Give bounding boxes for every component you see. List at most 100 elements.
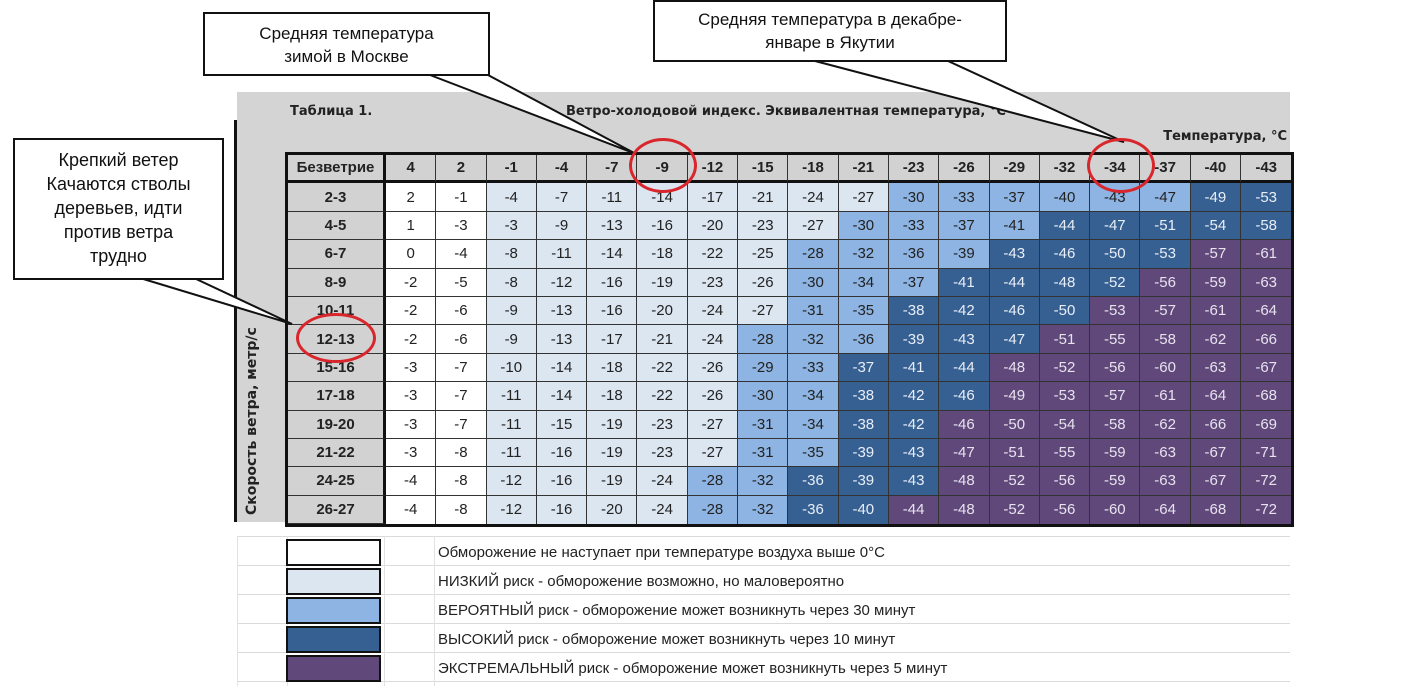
heatmap-cell: -66	[1190, 410, 1242, 439]
heatmap-cell: -36	[888, 240, 940, 269]
heatmap-cell: -16	[536, 495, 588, 525]
heatmap-cell: -28	[687, 467, 739, 496]
heatmap-cell: -4	[486, 183, 537, 212]
heatmap-cell: -32	[838, 240, 889, 269]
heatmap-cell: -64	[1140, 495, 1191, 525]
heatmap-cell: -51	[1140, 211, 1191, 241]
heatmap-cell: -34	[788, 382, 839, 411]
heatmap-cell: -66	[1241, 325, 1292, 354]
heatmap-cell: -3	[486, 211, 537, 241]
heatmap-cell: -46	[1039, 240, 1091, 269]
heatmap-cell: -6	[436, 296, 487, 326]
heatmap-cell: -49	[989, 382, 1040, 411]
heatmap-cell: -67	[1190, 467, 1242, 496]
temperature-header: -40	[1190, 155, 1242, 184]
heatmap-cell: -44	[989, 268, 1040, 297]
legend-gridline	[237, 536, 238, 686]
heatmap-cell: -36	[838, 325, 889, 354]
heatmap-cell: -72	[1241, 495, 1292, 525]
legend-gridline	[237, 594, 1290, 595]
heatmap-cell: -22	[687, 240, 739, 269]
temperature-header: -26	[939, 155, 990, 184]
heatmap-cell: -40	[1039, 183, 1091, 212]
heatmap-cell: -21	[637, 325, 688, 354]
heatmap-cell: -44	[888, 495, 940, 525]
legend-swatch	[286, 597, 381, 624]
callout-yakutia-line2: январе в Якутии	[765, 33, 895, 52]
heatmap-cell: -17	[587, 325, 638, 354]
callout-wind-line3: деревьев, идти	[54, 198, 183, 218]
heatmap-cell: -30	[738, 382, 789, 411]
heatmap-cell: -11	[486, 382, 537, 411]
heatmap-cell: -55	[1090, 325, 1141, 354]
heatmap-cell: -49	[1190, 183, 1242, 212]
heatmap-cell: -11	[486, 410, 537, 439]
heatmap-cell: -7	[436, 353, 487, 383]
heatmap-cell: -40	[838, 495, 889, 525]
heatmap-cell: -43	[939, 325, 990, 354]
heatmap-cell: -3	[386, 410, 437, 439]
heatmap-cell: -46	[989, 296, 1040, 326]
highlight-circle-wind	[296, 313, 376, 363]
heatmap-cell: -48	[939, 495, 990, 525]
heatmap-cell: -3	[386, 353, 437, 383]
wind-chill-table: Безветрие 4 2 -1 -4 -7 -9 -12 -15 -18 -21 -23 -26 -29…	[285, 152, 1295, 528]
heatmap-cell: -28	[788, 240, 839, 269]
heatmap-cell: -23	[687, 268, 739, 297]
heatmap-cell: -57	[1190, 240, 1242, 269]
heatmap-cell: -33	[888, 211, 940, 241]
heatmap-cell: -16	[637, 211, 688, 241]
heatmap-cell: -33	[939, 183, 990, 212]
wind-speed-row-label: 2-3	[288, 183, 386, 212]
heatmap-cell: -55	[1039, 438, 1091, 468]
heatmap-cell: -47	[939, 438, 990, 468]
heatmap-cell: -4	[386, 495, 437, 525]
heatmap-cell: -52	[1039, 353, 1091, 383]
heatmap-cell: -39	[838, 467, 889, 496]
heatmap-cell: -26	[687, 382, 739, 411]
wind-speed-row-label: 17-18	[288, 382, 386, 411]
heatmap-cell: -43	[888, 438, 940, 468]
callout-wind-line5: трудно	[90, 246, 147, 266]
heatmap-cell: -47	[989, 325, 1040, 354]
legend-swatch	[286, 655, 381, 682]
heatmap-cell: -30	[838, 211, 889, 241]
risk-legend: Обморожение не наступает при температуре…	[237, 536, 1290, 686]
heatmap-cell: -58	[1090, 410, 1141, 439]
heatmap-cell: -13	[536, 325, 588, 354]
heatmap-cell: -11	[486, 438, 537, 468]
heatmap-cell: -48	[939, 467, 990, 496]
heatmap-cell: -7	[536, 183, 588, 212]
callout-wind-line1: Крепкий ветер	[58, 150, 179, 170]
heatmap-cell: 0	[386, 240, 437, 269]
heatmap-cell: -63	[1140, 438, 1191, 468]
heatmap-cell: -8	[436, 467, 487, 496]
legend-label: ВЫСОКИЙ риск - обморожение может возникн…	[438, 631, 896, 648]
heatmap-cell: -63	[1241, 268, 1292, 297]
heatmap-cell: -22	[637, 382, 688, 411]
heatmap-cell: -27	[687, 438, 739, 468]
heatmap-cell: -24	[788, 183, 839, 212]
heatmap-cell: -4	[386, 467, 437, 496]
heatmap-cell: -20	[687, 211, 739, 241]
heatmap-cell: -68	[1241, 382, 1292, 411]
heatmap-cell: -12	[536, 268, 588, 297]
callout-moscow-line1: Средняя температура	[259, 24, 434, 43]
heatmap-cell: -46	[939, 382, 990, 411]
callout-strong-wind: Крепкий ветер Качаются стволы деревьев, …	[13, 138, 224, 280]
heatmap-cell: -16	[536, 467, 588, 496]
heatmap-cell: 2	[386, 183, 437, 212]
heatmap-cell: -23	[738, 211, 789, 241]
heatmap-cell: -50	[989, 410, 1040, 439]
heatmap-cell: -1	[436, 183, 487, 212]
table-number-label: Таблица 1.	[290, 104, 373, 119]
heatmap-cell: -57	[1140, 296, 1191, 326]
temperature-header: -15	[738, 155, 789, 184]
temperature-header: -32	[1039, 155, 1091, 184]
callout-wind-line4: против ветра	[63, 222, 174, 242]
heatmap-cell: -53	[1241, 183, 1292, 212]
heatmap-cell: -31	[738, 410, 789, 439]
callout-yakutia-line1: Средняя температура в декабре-	[698, 10, 962, 29]
wind-speed-row-label: 21-22	[288, 438, 386, 468]
heatmap-cell: -32	[788, 325, 839, 354]
